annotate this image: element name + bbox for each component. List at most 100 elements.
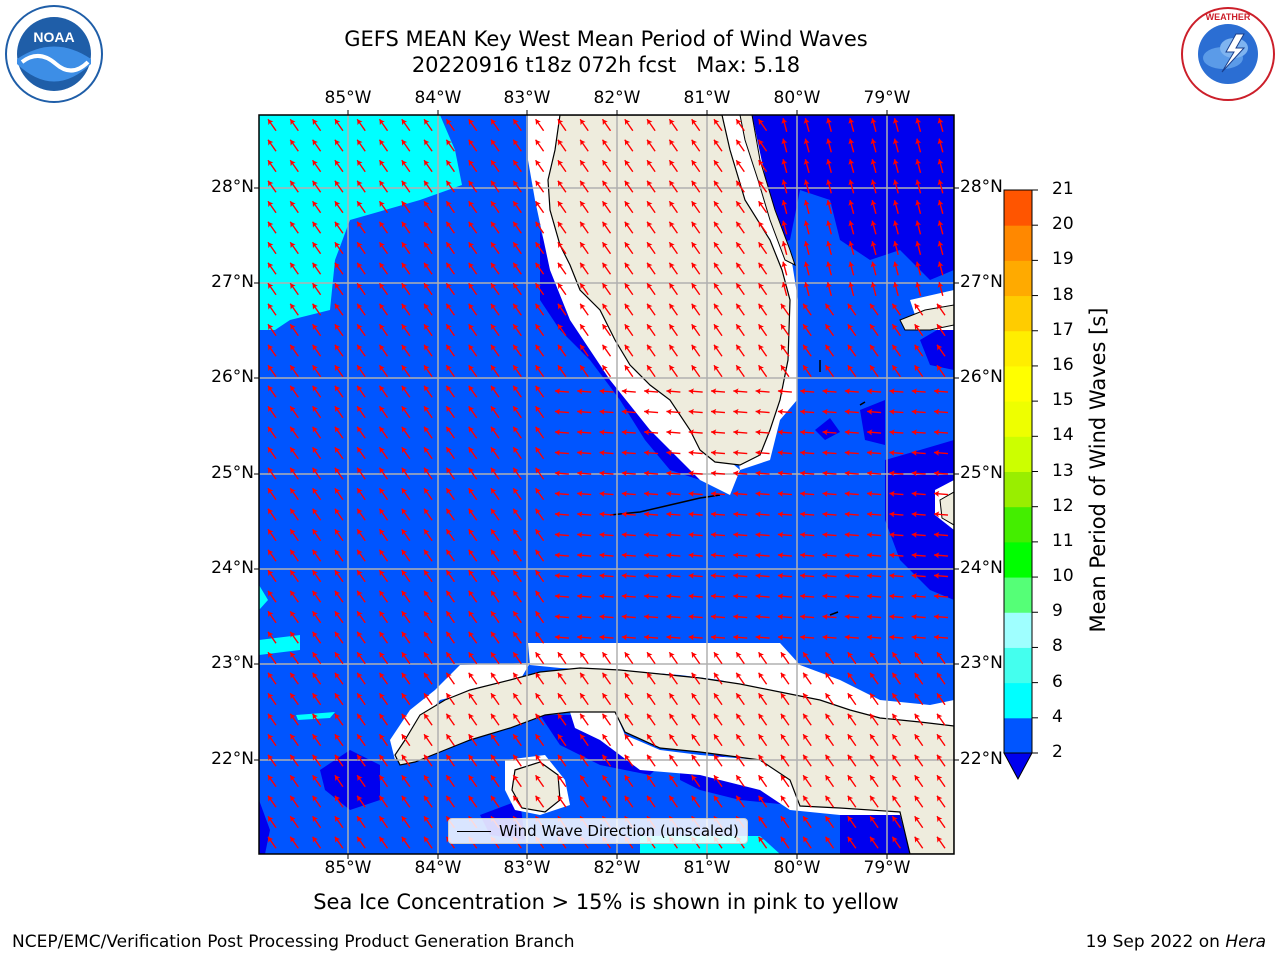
wave-direction-arrow	[579, 364, 589, 378]
wave-direction-arrow	[666, 408, 681, 415]
wave-direction-arrow	[735, 139, 745, 152]
wave-direction-arrow	[869, 303, 879, 316]
wave-direction-arrow	[490, 344, 500, 357]
wave-direction-arrow	[334, 323, 344, 337]
wave-direction-arrow	[312, 467, 322, 480]
wave-direction-arrow	[557, 159, 567, 173]
wave-direction-arrow	[356, 795, 366, 808]
wave-direction-arrow	[803, 282, 810, 296]
wave-direction-arrow	[824, 733, 835, 747]
wave-direction-arrow	[710, 613, 726, 620]
wave-direction-arrow	[933, 572, 949, 579]
wave-direction-arrow	[780, 692, 790, 706]
wave-direction-arrow	[423, 385, 433, 398]
wave-direction-arrow	[490, 754, 500, 767]
colorbar-tick-label: 19	[1052, 249, 1074, 270]
wave-direction-arrow	[378, 344, 389, 357]
wave-direction-arrow	[599, 490, 614, 497]
wave-direction-arrow	[579, 344, 589, 357]
wave-direction-arrow	[535, 487, 545, 501]
wave-direction-arrow	[445, 118, 455, 132]
colorbar-tick-label: 11	[1052, 530, 1074, 551]
wave-direction-arrow	[557, 241, 567, 255]
wave-direction-arrow	[624, 159, 634, 173]
wave-direction-arrow	[512, 774, 522, 788]
legend-label: Wind Wave Direction (unscaled)	[499, 822, 739, 840]
wave-direction-arrow	[356, 139, 366, 152]
wave-direction-arrow	[468, 590, 478, 603]
wave-direction-arrow	[599, 449, 614, 456]
wave-direction-arrow	[445, 733, 455, 747]
wave-direction-arrow	[624, 282, 634, 296]
wave-direction-arrow	[735, 692, 745, 706]
wave-direction-arrow	[735, 774, 745, 788]
wave-direction-arrow	[847, 651, 857, 665]
wave-direction-arrow	[423, 364, 433, 378]
wave-direction-arrow	[468, 733, 478, 747]
wave-direction-arrow	[356, 180, 366, 193]
wave-direction-arrow	[847, 815, 857, 829]
wave-direction-arrow	[914, 754, 924, 767]
wave-direction-arrow	[468, 364, 478, 378]
wave-direction-arrow	[847, 713, 857, 726]
wave-direction-arrow	[579, 262, 589, 275]
wave-direction-arrow	[356, 426, 366, 439]
wave-direction-arrow	[378, 651, 389, 665]
wave-direction-arrow	[758, 774, 768, 788]
wave-direction-arrow	[646, 672, 656, 685]
wave-direction-arrow	[599, 552, 614, 559]
wave-direction-arrow	[713, 303, 723, 316]
wave-direction-arrow	[624, 303, 634, 316]
wave-direction-arrow	[601, 241, 612, 255]
colorbar-segment	[1004, 471, 1032, 508]
wave-direction-arrow	[668, 754, 678, 767]
wave-direction-arrow	[312, 159, 322, 173]
wave-direction-arrow	[848, 220, 855, 235]
wave-direction-arrow	[624, 672, 634, 685]
wave-direction-arrow	[468, 692, 478, 706]
wave-direction-arrow	[512, 364, 522, 378]
wave-direction-arrow	[802, 364, 812, 378]
wave-direction-arrow	[267, 405, 277, 419]
wave-direction-arrow	[755, 531, 770, 538]
wave-direction-arrow	[312, 487, 322, 501]
wave-direction-arrow	[914, 692, 924, 706]
wave-direction-arrow	[624, 241, 634, 255]
wave-direction-arrow	[892, 241, 899, 255]
wave-direction-arrow	[691, 282, 701, 296]
wave-direction-arrow	[557, 672, 567, 685]
wave-direction-arrow	[267, 426, 277, 439]
wave-direction-arrow	[869, 344, 879, 357]
wave-direction-arrow	[289, 221, 299, 234]
wave-direction-arrow	[468, 528, 478, 542]
wave-direction-arrow	[334, 631, 344, 644]
wave-direction-arrow	[937, 282, 944, 296]
wave-direction-arrow	[445, 446, 455, 460]
wave-direction-arrow	[911, 572, 926, 579]
wave-direction-arrow	[802, 754, 812, 767]
wave-direction-arrow	[624, 200, 634, 214]
wave-direction-arrow	[844, 572, 859, 579]
wave-direction-arrow	[579, 118, 589, 132]
wave-direction-arrow	[289, 508, 299, 521]
wave-direction-arrow	[713, 118, 723, 132]
wave-direction-arrow	[312, 774, 322, 788]
wave-direction-arrow	[267, 508, 277, 521]
wave-direction-arrow	[267, 713, 277, 726]
wave-direction-arrow	[490, 262, 500, 275]
wave-direction-arrow	[490, 610, 500, 624]
wave-direction-arrow	[826, 200, 832, 214]
colorbar-tick-label: 9	[1052, 601, 1063, 622]
footer-credit: NCEP/EMC/Verification Post Processing Pr…	[12, 932, 575, 952]
wave-direction-arrow	[691, 733, 701, 747]
wave-direction-arrow	[733, 593, 748, 600]
wave-direction-arrow	[267, 692, 277, 706]
wave-direction-arrow	[847, 672, 857, 685]
wave-direction-arrow	[666, 634, 681, 641]
wave-direction-arrow	[735, 200, 745, 214]
wave-direction-arrow	[933, 552, 949, 559]
wave-direction-arrow	[911, 613, 926, 620]
wave-direction-arrow	[644, 388, 659, 395]
lon-tick-top: 80°W	[773, 88, 821, 108]
wave-direction-arrow	[892, 118, 899, 132]
